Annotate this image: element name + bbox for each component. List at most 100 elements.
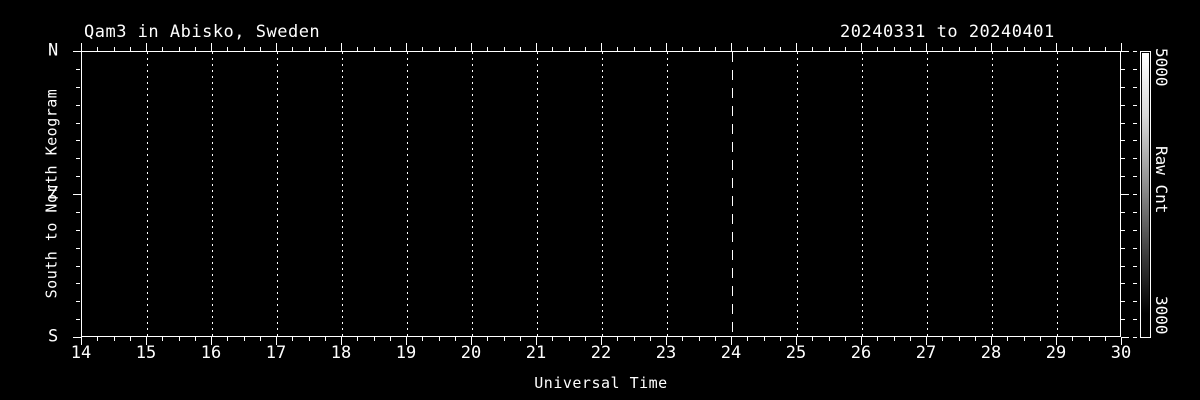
colorbar-min-label: 3000	[1152, 296, 1171, 335]
gridline-hour-21	[537, 52, 538, 336]
x-tick-minor	[780, 337, 781, 341]
x-tick-major	[1121, 43, 1122, 51]
y-tick-major	[73, 194, 81, 195]
x-tick-minor	[1105, 337, 1106, 341]
x-tick-minor	[569, 47, 570, 51]
gridline-hour-15	[147, 52, 148, 336]
x-tick-minor	[162, 337, 163, 341]
x-tick-major	[991, 337, 992, 345]
x-tick-major	[731, 337, 732, 345]
colorbar-tick	[1133, 51, 1137, 52]
x-tick-label: 18	[330, 343, 352, 363]
gridline-hour-16	[212, 52, 213, 336]
x-tick-minor	[845, 337, 846, 341]
x-tick-minor	[130, 47, 131, 51]
y-tick-minor	[76, 266, 80, 267]
x-tick-major	[666, 43, 667, 51]
colorbar-tick	[1133, 248, 1137, 249]
x-tick-minor	[682, 337, 683, 341]
y-tick-major	[1121, 337, 1129, 338]
x-tick-minor	[829, 47, 830, 51]
y-tick-minor	[76, 123, 80, 124]
y-tick-minor	[1121, 105, 1125, 106]
x-tick-major	[211, 337, 212, 345]
y-tick-minor	[76, 69, 80, 70]
x-tick-minor	[910, 337, 911, 341]
colorbar-tick	[1133, 87, 1137, 88]
y-tick-minor	[1121, 319, 1125, 320]
x-axis-title: Universal Time	[534, 374, 668, 392]
x-tick-major	[536, 337, 537, 345]
colorbar-tick	[1133, 123, 1137, 124]
x-tick-minor	[1072, 337, 1073, 341]
x-tick-minor	[325, 337, 326, 341]
x-tick-minor	[715, 47, 716, 51]
x-tick-minor	[292, 47, 293, 51]
colorbar-title: Raw Cnt	[1152, 146, 1171, 214]
x-tick-minor	[195, 337, 196, 341]
colorbar-tick	[1133, 212, 1137, 213]
y-tick-major	[1121, 51, 1129, 52]
x-tick-minor	[877, 47, 878, 51]
x-tick-minor	[682, 47, 683, 51]
x-tick-major	[211, 43, 212, 51]
x-tick-label: 16	[200, 343, 222, 363]
colorbar-tick	[1133, 283, 1137, 284]
x-tick-minor	[650, 47, 651, 51]
x-tick-major	[536, 43, 537, 51]
x-tick-major	[796, 43, 797, 51]
midnight-marker	[732, 52, 734, 336]
x-tick-major	[276, 337, 277, 345]
x-tick-minor	[422, 47, 423, 51]
x-tick-major	[471, 337, 472, 345]
y-tick-minor	[1121, 69, 1125, 70]
x-tick-minor	[1072, 47, 1073, 51]
x-tick-label: 24	[720, 343, 742, 363]
y-tick-label: N	[48, 40, 59, 61]
x-tick-minor	[910, 47, 911, 51]
x-tick-minor	[162, 47, 163, 51]
x-tick-label: 19	[395, 343, 417, 363]
y-tick-minor	[1121, 158, 1125, 159]
x-tick-minor	[97, 337, 98, 341]
x-tick-minor	[617, 47, 618, 51]
y-tick-minor	[76, 158, 80, 159]
x-tick-minor	[634, 337, 635, 341]
gridline-hour-29	[1057, 52, 1058, 336]
x-tick-minor	[747, 47, 748, 51]
x-tick-minor	[114, 337, 115, 341]
gridline-hour-19	[407, 52, 408, 336]
y-tick-minor	[76, 301, 80, 302]
x-tick-minor	[374, 337, 375, 341]
x-tick-minor	[439, 47, 440, 51]
x-tick-minor	[179, 337, 180, 341]
x-tick-minor	[942, 47, 943, 51]
x-tick-minor	[130, 337, 131, 341]
x-tick-minor	[585, 47, 586, 51]
x-tick-minor	[179, 47, 180, 51]
x-tick-minor	[390, 337, 391, 341]
colorbar-tick	[1133, 230, 1137, 231]
y-tick-minor	[1121, 283, 1125, 284]
y-tick-minor	[1121, 266, 1125, 267]
colorbar-tick	[1133, 301, 1137, 302]
x-tick-minor	[455, 337, 456, 341]
y-tick-minor	[1121, 212, 1125, 213]
y-tick-major	[73, 337, 81, 338]
x-tick-minor	[422, 337, 423, 341]
x-tick-major	[146, 337, 147, 345]
x-tick-label: 21	[525, 343, 547, 363]
x-tick-major	[601, 43, 602, 51]
keogram-plot-area	[81, 51, 1121, 337]
x-tick-minor	[357, 337, 358, 341]
y-tick-minor	[1121, 140, 1125, 141]
x-tick-minor	[325, 47, 326, 51]
x-tick-minor	[260, 47, 261, 51]
x-tick-minor	[1089, 337, 1090, 341]
colorbar-tick	[1133, 337, 1137, 338]
page-title: Qam3 in Abisko, Sweden	[84, 22, 321, 42]
x-tick-minor	[617, 337, 618, 341]
gridline-hour-26	[862, 52, 863, 336]
gridline-hour-27	[927, 52, 928, 336]
y-tick-minor	[76, 105, 80, 106]
